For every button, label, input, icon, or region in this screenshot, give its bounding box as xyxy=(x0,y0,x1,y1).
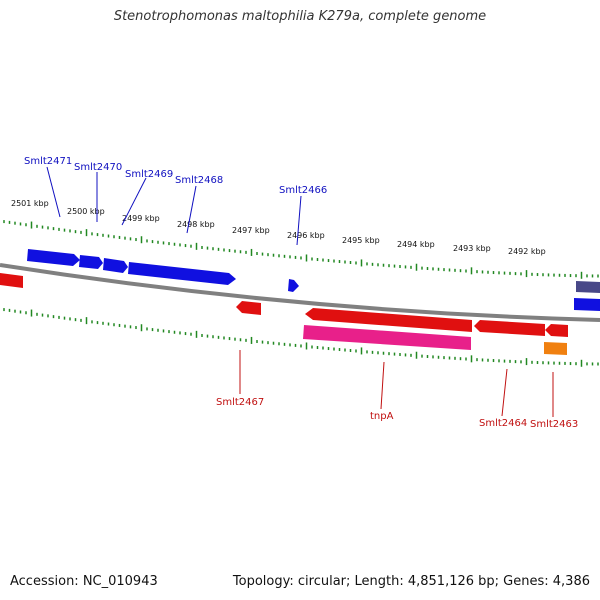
scale-label: 2495 kbp xyxy=(342,236,380,245)
scale-ticks-bottom xyxy=(3,308,599,367)
scale-label: 2501 kbp xyxy=(11,199,49,208)
gene-smlt2467[interactable] xyxy=(236,301,261,315)
accession-text: Accession: NC_010943 xyxy=(10,574,158,589)
forward-strand-genes xyxy=(27,249,600,311)
label-leaders xyxy=(46,166,554,417)
scale-label: 2498 kbp xyxy=(177,220,215,229)
gene-label-smlt2470[interactable]: Smlt2470 xyxy=(74,162,122,173)
gene-label-smlt2466[interactable]: Smlt2466 xyxy=(279,185,327,196)
gene-orange[interactable] xyxy=(544,342,567,355)
gene-smlt2464[interactable] xyxy=(474,320,545,336)
gene-label-smlt2471[interactable]: Smlt2471 xyxy=(24,156,72,167)
scale-label: 2494 kbp xyxy=(397,240,435,249)
gene-left-edge-red[interactable] xyxy=(0,273,23,288)
gene-label-smlt2467[interactable]: Smlt2467 xyxy=(216,397,264,408)
scale-labels: 2501 kbp 2500 kbp 2499 kbp 2498 kbp 2497… xyxy=(11,199,546,256)
gene-smlt2465[interactable] xyxy=(305,308,472,332)
scale-ticks-top xyxy=(3,220,599,279)
gene-smlt2470[interactable] xyxy=(79,255,103,269)
gene-right-edge-purple[interactable] xyxy=(576,281,600,293)
scale-label: 2496 kbp xyxy=(287,231,325,240)
gene-labels: Smlt2471 Smlt2470 Smlt2469 Smlt2468 Smlt… xyxy=(24,156,578,430)
topology-summary: Topology: circular; Length: 4,851,126 bp… xyxy=(232,574,590,589)
scale-label: 2492 kbp xyxy=(508,247,546,256)
gene-label-smlt2463[interactable]: Smlt2463 xyxy=(530,419,578,430)
gene-smlt2471[interactable] xyxy=(27,249,80,266)
map-title: Stenotrophomonas maltophilia K279a, comp… xyxy=(113,9,487,24)
reverse-strand-genes xyxy=(0,273,568,355)
gene-smlt2466[interactable] xyxy=(288,279,299,292)
gene-smlt2469[interactable] xyxy=(103,258,128,273)
gene-label-smlt2468[interactable]: Smlt2468 xyxy=(175,175,223,186)
scale-label: 2497 kbp xyxy=(232,226,270,235)
gene-right-edge-blue[interactable] xyxy=(574,298,600,311)
gene-label-tnpa[interactable]: tnpA xyxy=(370,411,394,422)
scale-label: 2499 kbp xyxy=(122,214,160,223)
scale-label: 2493 kbp xyxy=(453,244,491,253)
gene-smlt2463[interactable] xyxy=(545,324,568,337)
scale-label: 2500 kbp xyxy=(67,207,105,216)
genome-backbone xyxy=(0,263,600,322)
gene-label-smlt2464[interactable]: Smlt2464 xyxy=(479,418,527,429)
gene-smlt2468[interactable] xyxy=(128,262,236,285)
gene-tnpa[interactable] xyxy=(303,325,471,350)
gene-label-smlt2469[interactable]: Smlt2469 xyxy=(125,169,173,180)
